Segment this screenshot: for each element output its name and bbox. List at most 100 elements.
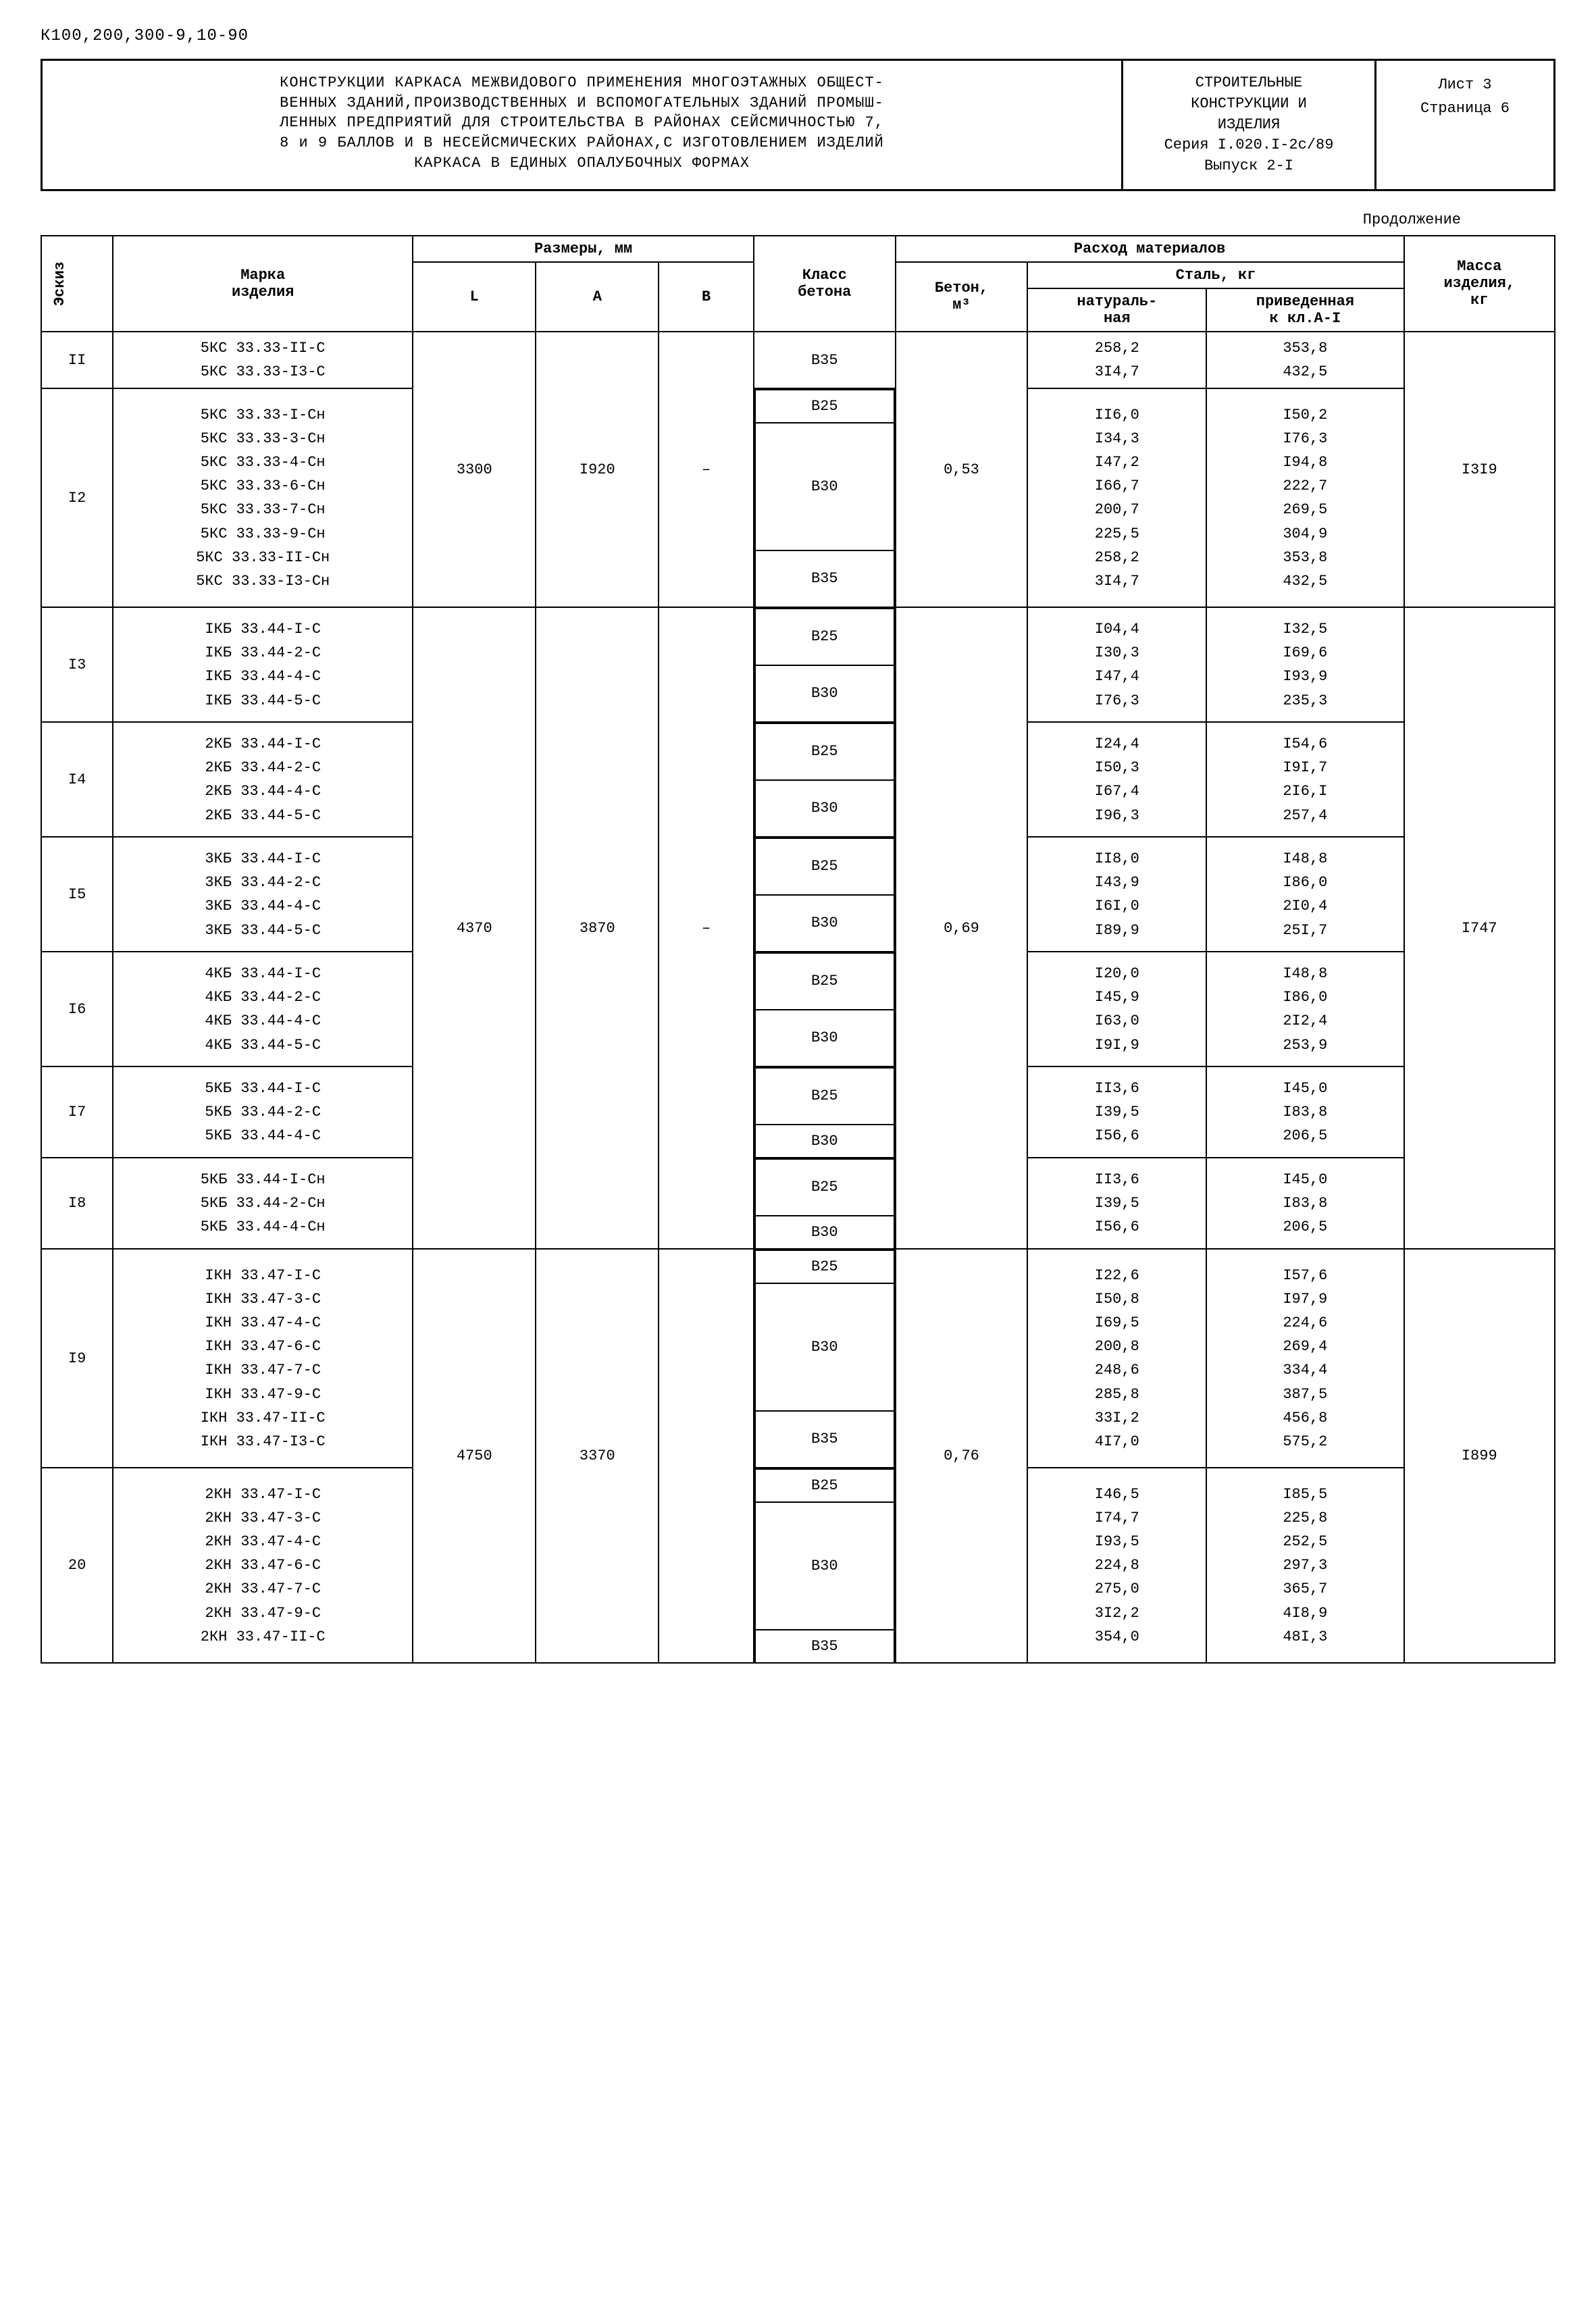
table-row: I75КБ 33.44-I-С5КБ 33.44-2-С5КБ 33.44-4-… <box>41 1066 1555 1158</box>
B-cell: – <box>659 607 754 1249</box>
document-code: К100,200,300-9,10-90 <box>41 27 1555 45</box>
klass-block: В30 <box>755 1010 894 1066</box>
priv-cell: I48,8I86,02I2,4253,9 <box>1206 952 1404 1066</box>
table-body: II5КС 33.33-II-С5КС 33.33-I3-С3300I920–В… <box>41 332 1555 1663</box>
eskiz-cell: I5 <box>41 837 113 952</box>
eskiz-cell: I9 <box>41 1249 113 1468</box>
klass-block: В30 <box>755 1283 894 1411</box>
col-klass: Классбетона <box>754 236 896 332</box>
klass-block: В30 <box>755 665 894 721</box>
priv-cell: I45,0I83,8206,5 <box>1206 1066 1404 1158</box>
col-rashod: Расход материалов <box>896 236 1404 262</box>
klass-block: В25 <box>755 723 894 780</box>
col-razmery: Размеры, мм <box>413 236 754 262</box>
col-marka: Маркаизделия <box>113 236 413 332</box>
eskiz-cell: I7 <box>41 1066 113 1158</box>
klass-block: В25 <box>755 838 894 895</box>
table-header: Эскиз Маркаизделия Размеры, мм Классбето… <box>41 236 1555 332</box>
table-row: 202КН 33.47-I-С2КН 33.47-3-С2КН 33.47-4-… <box>41 1468 1555 1663</box>
L-cell: 4370 <box>413 607 536 1249</box>
table-row: I3IКБ 33.44-I-СIКБ 33.44-2-СIКБ 33.44-4-… <box>41 607 1555 722</box>
klass-cell: В25В30 <box>754 607 896 722</box>
klass-block: В25 <box>755 1159 894 1216</box>
header-page-info: Лист 3 Страница 6 <box>1376 61 1553 189</box>
col-natural: натураль-ная <box>1027 288 1206 332</box>
sheet-number: Лист 3 <box>1387 73 1543 97</box>
klass-block: В30 <box>755 1125 894 1157</box>
table-row: I85КБ 33.44-I-Сн5КБ 33.44-2-Сн5КБ 33.44-… <box>41 1158 1555 1249</box>
marka-cell: 4КБ 33.44-I-С4КБ 33.44-2-С4КБ 33.44-4-С4… <box>113 952 413 1066</box>
eskiz-cell: I4 <box>41 722 113 837</box>
priv-cell: I32,5I69,6I93,9235,3 <box>1206 607 1404 722</box>
marka-cell: 2КН 33.47-I-С2КН 33.47-3-С2КН 33.47-4-С2… <box>113 1468 413 1663</box>
massa-cell: I3I9 <box>1404 332 1555 607</box>
nat-cell: II8,0I43,9I6I,0I89,9 <box>1027 837 1206 952</box>
klass-cell: В25В30 <box>754 722 896 837</box>
B-cell <box>659 1249 754 1663</box>
massa-cell: I747 <box>1404 607 1555 1249</box>
priv-cell: I57,6I97,9224,6269,4334,4387,5456,8575,2 <box>1206 1249 1404 1468</box>
eskiz-cell: I8 <box>41 1158 113 1249</box>
eskiz-cell: I3 <box>41 607 113 722</box>
klass-block: В25 <box>755 1250 894 1283</box>
priv-cell: 353,8432,5 <box>1206 332 1404 388</box>
continuation-label: Продолжение <box>41 211 1555 228</box>
beton-cell: 0,69 <box>896 607 1028 1249</box>
klass-block: В25 <box>755 1469 894 1502</box>
table-row: I53КБ 33.44-I-С3КБ 33.44-2-С3КБ 33.44-4-… <box>41 837 1555 952</box>
priv-cell: I85,5225,8252,5297,3365,74I8,948I,3 <box>1206 1468 1404 1663</box>
marka-cell: 5КС 33.33-II-С5КС 33.33-I3-С <box>113 332 413 388</box>
klass-block: В35 <box>755 1630 894 1662</box>
table-row: I25КС 33.33-I-Сн5КС 33.33-3-Сн5КС 33.33-… <box>41 388 1555 607</box>
table-row: I42КБ 33.44-I-С2КБ 33.44-2-С2КБ 33.44-4-… <box>41 722 1555 837</box>
marka-cell: 5КБ 33.44-I-С5КБ 33.44-2-С5КБ 33.44-4-С <box>113 1066 413 1158</box>
klass-cell: В35 <box>754 332 896 388</box>
col-privedennaya: приведеннаяк кл.А-I <box>1206 288 1404 332</box>
eskiz-cell: I2 <box>41 388 113 607</box>
klass-block: В25 <box>755 609 894 665</box>
klass-block: В30 <box>755 1502 894 1630</box>
priv-cell: I50,2I76,3I94,8222,7269,5304,9353,8432,5 <box>1206 388 1404 607</box>
nat-cell: II3,6I39,5I56,6 <box>1027 1066 1206 1158</box>
L-cell: 4750 <box>413 1249 536 1663</box>
header-series: СТРОИТЕЛЬНЫЕКОНСТРУКЦИИ ИИЗДЕЛИЯСерия I.… <box>1123 61 1376 189</box>
marka-cell: 5КС 33.33-I-Сн5КС 33.33-3-Сн5КС 33.33-4-… <box>113 388 413 607</box>
table-row: I9IКН 33.47-I-СIКН 33.47-3-СIКН 33.47-4-… <box>41 1249 1555 1468</box>
marka-cell: 2КБ 33.44-I-С2КБ 33.44-2-С2КБ 33.44-4-С2… <box>113 722 413 837</box>
col-massa: Массаизделия,кг <box>1404 236 1555 332</box>
eskiz-cell: 20 <box>41 1468 113 1663</box>
priv-cell: I48,8I86,02I0,425I,7 <box>1206 837 1404 952</box>
header-title: КОНСТРУКЦИИ КАРКАСА МЕЖВИДОВОГО ПРИМЕНЕН… <box>43 61 1123 189</box>
col-beton: Бетон,м³ <box>896 262 1028 332</box>
marka-cell: IКБ 33.44-I-СIКБ 33.44-2-СIКБ 33.44-4-СI… <box>113 607 413 722</box>
priv-cell: I45,0I83,8206,5 <box>1206 1158 1404 1249</box>
col-B: B <box>659 262 754 332</box>
col-L: L <box>413 262 536 332</box>
klass-block: В35 <box>755 550 894 607</box>
beton-cell: 0,53 <box>896 332 1028 607</box>
eskiz-cell: I6 <box>41 952 113 1066</box>
klass-cell: В25В30В35 <box>754 1468 896 1663</box>
klass-cell: В25В30 <box>754 837 896 952</box>
klass-block: В35 <box>755 1411 894 1467</box>
marka-cell: 3КБ 33.44-I-С3КБ 33.44-2-С3КБ 33.44-4-С3… <box>113 837 413 952</box>
col-stal: Сталь, кг <box>1027 262 1404 288</box>
klass-cell: В25В30 <box>754 952 896 1066</box>
A-cell: I920 <box>536 332 659 607</box>
col-eskiz: Эскиз <box>49 248 81 319</box>
klass-cell: В25В30 <box>754 1158 896 1249</box>
table-row: I64КБ 33.44-I-С4КБ 33.44-2-С4КБ 33.44-4-… <box>41 952 1555 1066</box>
beton-cell: 0,76 <box>896 1249 1028 1663</box>
klass-block: В25 <box>755 390 894 423</box>
priv-cell: I54,6I9I,72I6,I257,4 <box>1206 722 1404 837</box>
klass-block: В30 <box>755 1216 894 1248</box>
page-number: Страница 6 <box>1387 97 1543 120</box>
header-block: КОНСТРУКЦИИ КАРКАСА МЕЖВИДОВОГО ПРИМЕНЕН… <box>41 59 1555 191</box>
klass-block: В30 <box>755 423 894 550</box>
klass-cell: В25В30В35 <box>754 1249 896 1468</box>
L-cell: 3300 <box>413 332 536 607</box>
klass-cell: В25В30 <box>754 1066 896 1158</box>
klass-block: В25 <box>755 1068 894 1125</box>
klass-block: В25 <box>755 953 894 1010</box>
table-row: II5КС 33.33-II-С5КС 33.33-I3-С3300I920–В… <box>41 332 1555 388</box>
